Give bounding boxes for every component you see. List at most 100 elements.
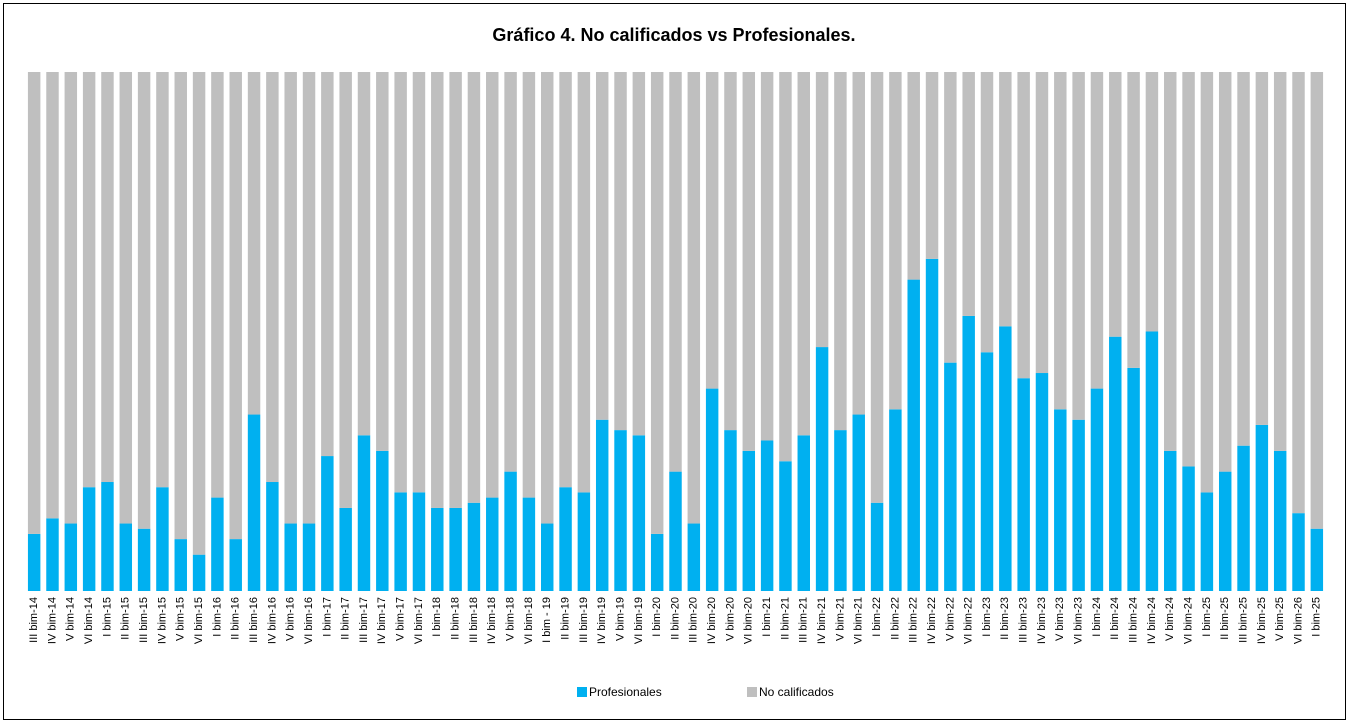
x-tick-label: VI bim-17 [413,597,425,644]
bar-segment [779,72,792,462]
bar-segment [412,72,426,493]
x-tick-label: III bim-15 [138,597,150,643]
bar-segment [27,533,41,591]
bar-segment [669,471,682,591]
bar-segment [339,72,352,508]
bar-segment [431,72,444,508]
bar-segment [1109,336,1122,591]
bar-segment [944,72,957,363]
bar-segment [797,435,810,591]
bar-segment [595,419,609,591]
bar-segment [174,539,187,591]
x-tick-label: IV bim-25 [1256,597,1268,644]
bar-segment [944,362,957,591]
bar-segment [394,72,407,493]
x-tick-label: I bim - 19 [541,597,553,643]
bar-segment [742,450,756,591]
x-tick-label: IV bim-24 [1146,597,1158,644]
bar-segment [724,430,737,591]
bar-segment [1054,409,1067,591]
bar-segment [1072,72,1085,420]
bar-segment [64,72,78,524]
bar-segment [1310,72,1324,529]
bar-segment [247,414,261,591]
x-tick-label: IV bim-21 [816,597,828,644]
legend-label: Profesionales [589,685,662,699]
bar-segment [412,492,426,591]
bar-segment [632,435,646,591]
bar-segment [46,518,59,591]
bar-segment [724,72,737,431]
x-tick-label: III bim-23 [1018,597,1030,643]
x-tick-label: IV bim-15 [156,597,168,644]
bar-segment [834,430,847,591]
x-tick-label: VI bim-22 [963,597,975,644]
bar-segment [119,523,133,591]
bar-segment [302,72,316,524]
bar-segment [449,507,462,591]
x-tick-label: IV bim-23 [1036,597,1048,644]
bar-segment [1182,466,1195,591]
bar-segment [1237,445,1250,591]
x-tick-label: I bim-22 [871,597,883,637]
bar-segment [64,523,78,591]
bar-segment [119,72,133,524]
bar-segment [907,279,920,591]
bar-segment [504,471,517,591]
x-tick-label: V bim-15 [175,597,187,641]
x-tick-label: VI bim-26 [1292,597,1304,644]
x-tick-label: IV bim-18 [486,597,498,644]
x-tick-label: III bim-16 [248,597,260,643]
bar-segment [1237,72,1250,446]
x-tick-label: III bim-25 [1237,597,1249,643]
bar-segment [889,409,902,591]
x-tick-label: V bim-23 [1054,597,1066,641]
bar-segment [889,72,902,410]
bar-segment [192,72,206,555]
bar-segment [650,72,664,534]
legend-swatch [577,687,587,697]
x-tick-label: II bim-20 [669,597,681,640]
bar-segment [522,497,536,591]
bar-segment [559,487,572,591]
bar-segment [705,72,719,389]
x-tick-label: IV bim-22 [926,597,938,644]
x-tick-label: III bim-17 [358,597,370,643]
bar-segment [1017,72,1030,379]
bar-segment [870,72,884,503]
x-tick-label: II bim-18 [450,597,462,640]
bar-segment [1090,72,1104,389]
bar-segment [760,72,774,441]
bar-segment [321,456,334,591]
bar-segment [1292,72,1305,514]
bar-segment [229,539,242,591]
x-tick-label: II bim-22 [889,597,901,640]
bar-segment [614,430,627,591]
bar-segment [1090,388,1104,591]
bar-segment [192,554,206,591]
bar-segment [815,72,829,348]
bar-segment [486,497,499,591]
x-tick-label: III bim-18 [468,597,480,643]
x-tick-label: I bim-20 [651,597,663,637]
x-tick-label: II bim-21 [779,597,791,640]
bar-segment [1273,72,1287,451]
bar-segment [394,492,407,591]
x-tick-label: I bim-18 [431,597,443,637]
bar-segment [247,72,261,415]
bar-segment [211,497,224,591]
bar-segment [339,507,352,591]
x-tick-label: II bim-19 [559,597,571,640]
bar-segment [321,72,334,457]
bar-segment [687,523,701,591]
bar-segment [266,482,279,591]
bar-segment [229,72,242,540]
bar-segment [211,72,224,498]
bar-segment [1292,513,1305,591]
x-tick-label: II bim-15 [120,597,132,640]
bar-segment [467,72,481,503]
bar-segment [1273,450,1287,591]
bar-segment [980,72,994,353]
bar-segment [541,72,554,524]
bar-segment [852,72,865,415]
